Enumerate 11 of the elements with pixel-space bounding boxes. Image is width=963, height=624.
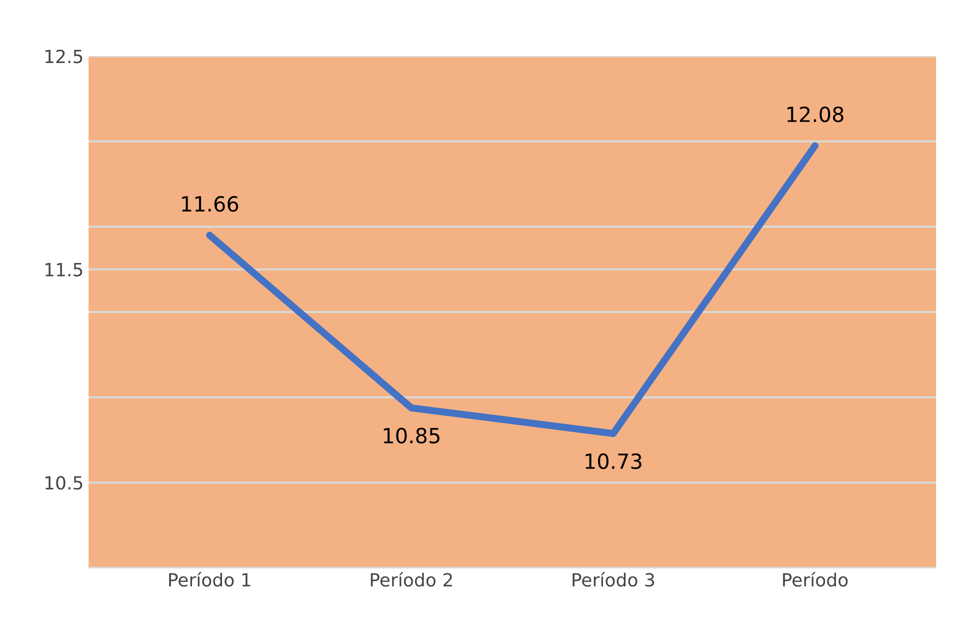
x-tick-label: Período 2 (370, 572, 452, 587)
x-tick-label: Período 1 (169, 572, 250, 587)
data-label: 11.66 (182, 196, 238, 212)
data-label: 10.85 (384, 428, 440, 444)
x-tick-label: Período (783, 572, 848, 587)
x-tick-label: Período 3 (572, 572, 654, 587)
data-label: 10.73 (586, 453, 642, 470)
y-tick-label: 10.5 (46, 476, 82, 490)
y-tick-label: 12.5 (46, 50, 82, 64)
data-label: 12.08 (787, 106, 844, 122)
y-tick-label: 11.5 (46, 263, 82, 276)
